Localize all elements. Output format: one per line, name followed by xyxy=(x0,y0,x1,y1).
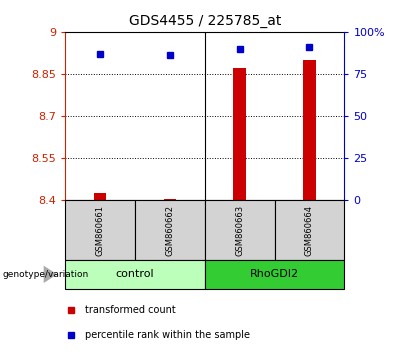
Text: GSM860661: GSM860661 xyxy=(95,205,105,256)
Text: percentile rank within the sample: percentile rank within the sample xyxy=(85,330,249,339)
Text: transformed count: transformed count xyxy=(85,305,176,315)
Bar xyxy=(205,260,344,289)
Text: control: control xyxy=(116,269,154,279)
Bar xyxy=(205,200,275,260)
Bar xyxy=(303,60,316,200)
Bar xyxy=(94,193,106,200)
Title: GDS4455 / 225785_at: GDS4455 / 225785_at xyxy=(129,14,281,28)
Text: RhoGDI2: RhoGDI2 xyxy=(250,269,299,279)
Bar xyxy=(163,199,176,200)
Bar xyxy=(135,200,205,260)
Bar xyxy=(65,200,135,260)
Text: GSM860662: GSM860662 xyxy=(165,205,174,256)
Polygon shape xyxy=(44,266,57,283)
Text: GSM860664: GSM860664 xyxy=(305,205,314,256)
Text: GSM860663: GSM860663 xyxy=(235,205,244,256)
Bar xyxy=(234,68,246,200)
Bar xyxy=(275,200,344,260)
Text: genotype/variation: genotype/variation xyxy=(2,270,88,279)
Bar xyxy=(65,260,205,289)
